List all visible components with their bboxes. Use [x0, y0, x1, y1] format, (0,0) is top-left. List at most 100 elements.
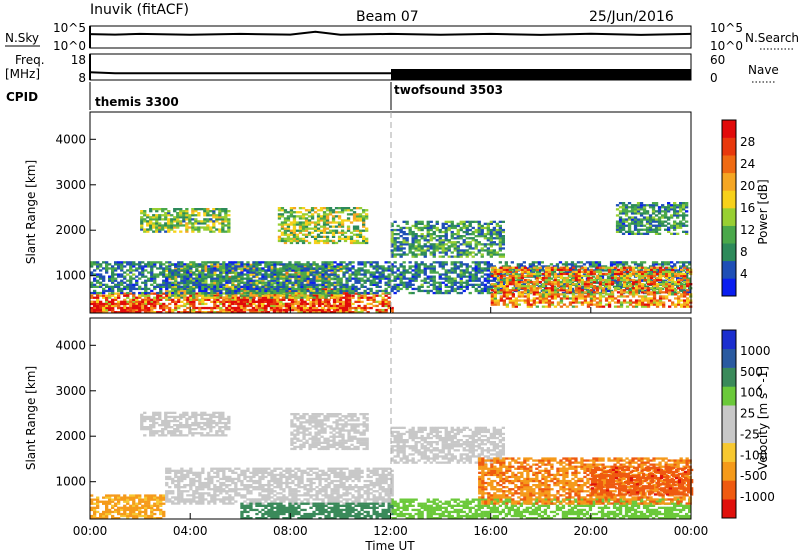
power-cells-cell-4491 [402, 239, 406, 242]
power-cells-cell-4067 [218, 222, 222, 225]
power-cells-cell-328 [228, 302, 232, 306]
power-cells-cell-4785 [477, 228, 481, 232]
power-cells-cell-2860 [408, 277, 412, 280]
power-cells-cell-2884 [414, 261, 418, 264]
power-cells-cell-2321 [255, 261, 259, 264]
power-cells-cell-4904 [493, 289, 497, 292]
power-cells-cell-4145 [286, 219, 291, 222]
power-cells-cell-4289 [322, 213, 327, 216]
power-cells-cell-2260 [240, 285, 244, 288]
power-cells-cell-2982 [444, 261, 448, 264]
power-cells-cell-2499 [303, 277, 307, 280]
power-cells-cell-2167 [213, 279, 217, 282]
power-cells-cell-234 [189, 298, 193, 301]
power-cells-cell-689 [99, 302, 103, 306]
power-cells-cell-1929 [144, 283, 148, 286]
nsky-left-tick-top: 10^5 [53, 21, 86, 35]
power-cells-cell-2986 [447, 281, 451, 284]
power-cells-cell-1932 [144, 275, 148, 278]
power-cells-cell-4695 [453, 224, 457, 228]
power-cells-cell-4952 [505, 303, 509, 306]
power-cells-cell-4605 [432, 251, 436, 254]
power-cells-cell-996 [320, 311, 325, 314]
power-cells-cell-2690 [357, 269, 361, 272]
power-cells-cell-716 [123, 300, 127, 303]
power-cells-cell-162 [156, 296, 160, 299]
power-cells-cell-1395 [246, 267, 250, 271]
power-cells-cell-4867 [498, 235, 502, 238]
power-cells-cell-3515 [597, 275, 602, 278]
power-cells-cell-4373 [346, 209, 351, 212]
power-cells-cell-161 [156, 298, 160, 301]
power-cells-cell-2089 [192, 283, 196, 286]
power-cells-cell-2408 [279, 285, 283, 288]
power-cells-cell-3869 [146, 224, 150, 227]
power-cells-cell-973 [311, 298, 316, 301]
power-cells-cell-2236 [231, 267, 235, 270]
power-cells-cell-3135 [489, 291, 493, 295]
power-cells-cell-2930 [429, 263, 433, 266]
power-cells-cell-2444 [288, 273, 292, 276]
power-cells-cell-2180 [216, 275, 220, 278]
power-cells-cell-2833 [399, 273, 403, 276]
power-cells-cell-4063 [215, 214, 219, 217]
power-cells-cell-2972 [444, 289, 448, 293]
power-cells-cell-3999 [191, 218, 195, 221]
power-cells-cell-3621 [624, 261, 629, 264]
power-cells-cell-2441 [288, 281, 292, 284]
power-cells-cell-3034 [459, 271, 463, 274]
power-cells-cell-4608 [432, 245, 436, 248]
power-cells-cell-1066 [347, 304, 352, 308]
power-cells-cell-2756 [375, 263, 379, 266]
power-cells-cell-2698 [360, 277, 364, 280]
power-cells-cell-304 [219, 308, 223, 312]
power-cells-cell-2504 [303, 267, 307, 270]
power-cells-cell-4184 [295, 221, 300, 224]
power-cells-cell-1947 [150, 277, 154, 280]
power-cells-cell-4416 [358, 207, 363, 210]
power-cells-cell-3949 [173, 216, 177, 219]
power-cells-cell-1538 [288, 296, 292, 299]
power-cells-cell-4544 [417, 247, 421, 250]
power-cells-cell-1866 [126, 285, 130, 288]
power-cells-cell-312 [222, 308, 226, 312]
power-cells-cell-3084 [474, 267, 478, 270]
power-cells-cell-2317 [255, 269, 259, 272]
power-cells-cell-86 [126, 296, 130, 299]
power-cells-cell-931 [293, 306, 298, 310]
power-cells-cell-632 [369, 292, 373, 295]
power-cells-cell-2557 [321, 291, 325, 295]
power-cells-cell-853 [263, 300, 268, 303]
power-cells-cell-4789 [477, 220, 481, 223]
power-cells-cell-4677 [450, 241, 454, 244]
power-cells-cell-695 [108, 304, 112, 308]
power-cells-cell-2881 [414, 267, 418, 270]
power-cells-cell-4133 [283, 219, 288, 222]
power-cells-cell-1284 [216, 273, 220, 277]
power-cells-cell-4369 [346, 225, 351, 228]
power-cells-cell-1711 [333, 294, 337, 297]
power-cells-cell-3627 [627, 277, 632, 280]
power-cells-cell-4248 [313, 227, 318, 230]
power-cells-cell-262 [201, 306, 205, 310]
power-cells-cell-2254 [237, 279, 241, 282]
power-cells-cell-2574 [324, 273, 328, 276]
power-cells-cell-2400 [276, 275, 280, 278]
power-cells-cell-664 [387, 306, 391, 310]
power-cells-cell-3502 [594, 285, 599, 288]
power-cells-cell-4280 [322, 231, 327, 234]
power-cells-cell-3381 [558, 261, 563, 264]
power-cells-cell-4375 [349, 241, 354, 245]
power-cells-cell-4348 [340, 233, 345, 236]
power-cells-cell-2994 [450, 285, 454, 288]
power-cells-cell-2926 [429, 271, 433, 274]
power-cells-cell-1845 [120, 287, 124, 291]
power-cells-cell-3068 [471, 279, 475, 282]
power-cells-cell-655 [381, 296, 385, 299]
power-cells-cell-2877 [414, 275, 418, 278]
power-cells-cell-4741 [465, 233, 469, 236]
power-cells-cell-4781 [477, 241, 481, 244]
power-cells-cell-3076 [474, 287, 478, 291]
power-cells-cell-2228 [228, 261, 232, 264]
cpid-segment-twofsound: twofsound 3503 [394, 83, 503, 97]
